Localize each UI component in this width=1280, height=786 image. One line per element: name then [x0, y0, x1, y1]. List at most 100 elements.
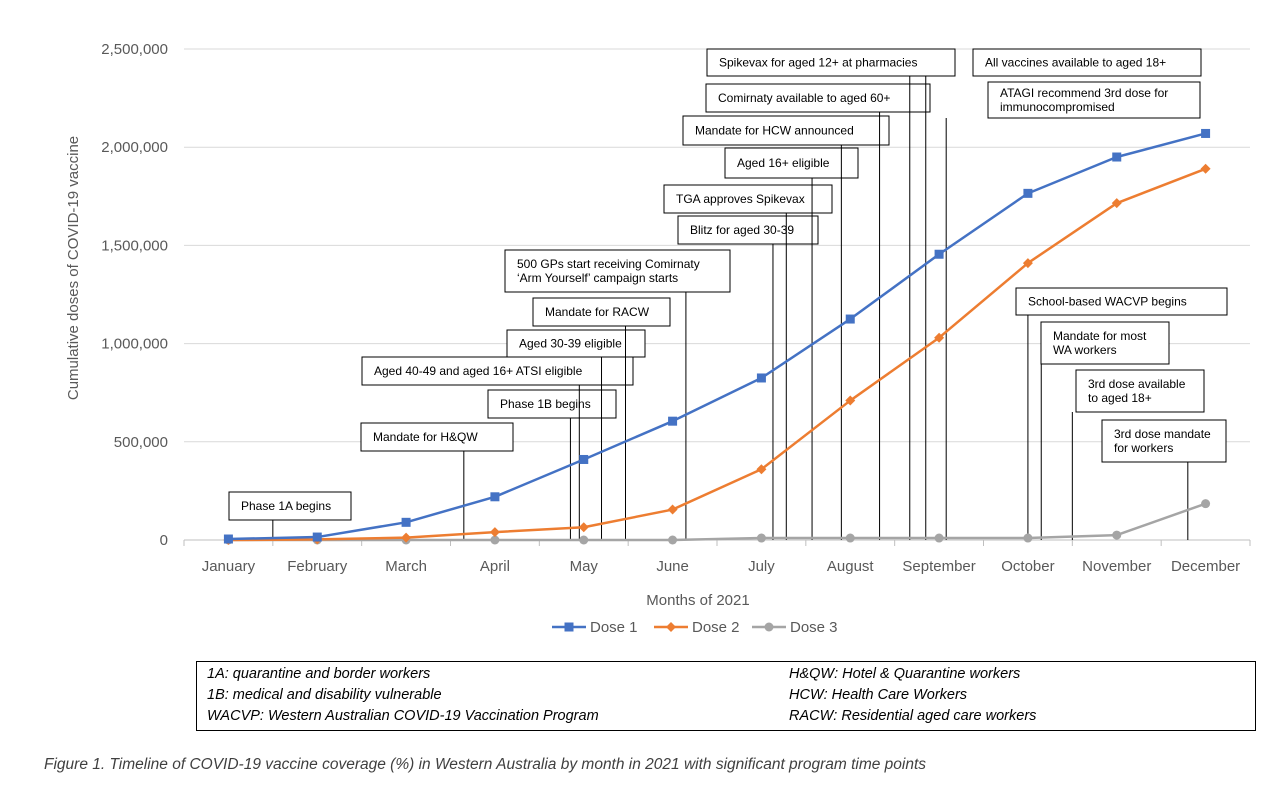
legend-marker [666, 622, 676, 632]
data-point [401, 517, 411, 527]
legend-marker [764, 622, 774, 632]
annotation-label: ATAGI recommend 3rd dose for [1000, 86, 1168, 100]
glossary-item: H&QW: Hotel & Quarantine workers [789, 666, 1021, 682]
annotation-box [361, 356, 634, 386]
annotation-callout: School-based WACVP begins [1015, 287, 1228, 540]
line-chart: 0 500,000 1,000,000 1,500,000 2,000,000 2,500… [65, 41, 1251, 636]
x-tick-label: September [902, 558, 975, 575]
data-point [934, 533, 944, 543]
data-point [1111, 198, 1122, 209]
legend-item: Dose 3 [752, 619, 838, 636]
data-point [845, 314, 855, 324]
annotation-label: Phase 1B begins [500, 397, 591, 411]
annotation-label: Phase 1A begins [241, 499, 331, 513]
figure-caption: Figure 1. Timeline of COVID-19 vaccine c… [44, 756, 927, 773]
annotation-callout: TGA approves Spikevax [663, 184, 833, 540]
x-tick-label: July [748, 558, 775, 575]
annotation-box [972, 48, 1202, 77]
annotation-label: Mandate for H&QW [373, 430, 478, 444]
legend: Dose 1 Dose 2 Dose 3 [552, 619, 838, 636]
annotation-label: for workers [1114, 441, 1173, 455]
annotation-label: Mandate for HCW announced [695, 124, 854, 138]
annotation-label: Aged 16+ eligible [737, 156, 830, 170]
data-point [1023, 188, 1033, 198]
x-tick-label: February [287, 558, 348, 575]
annotation-callout: Phase 1A begins [228, 491, 352, 540]
data-point [223, 534, 233, 544]
annotation-callout: Phase 1B begins [487, 389, 617, 540]
annotation-box [1040, 321, 1170, 365]
annotation-box [506, 329, 646, 358]
y-tick-label: 2,000,000 [101, 139, 168, 156]
legend-item: Dose 2 [654, 619, 740, 636]
annotation-callout: All vaccines available to aged 18+ [925, 48, 1202, 540]
glossary-item: RACW: Residential aged care workers [789, 708, 1037, 724]
annotation-label: Spikevax for aged 12+ at pharmacies [719, 56, 917, 70]
annotation-box [1015, 287, 1228, 316]
annotation-callout: ATAGI recommend 3rd dose forimmunocompro… [945, 81, 1201, 540]
annotation-callout: 500 GPs start receiving Comirnaty‘Arm Yo… [504, 249, 731, 540]
data-point [490, 535, 500, 545]
data-point [756, 533, 766, 543]
data-point [845, 533, 855, 543]
data-point [1200, 163, 1211, 174]
data-point [1112, 152, 1122, 162]
x-tick-label: August [827, 558, 875, 575]
annotation-label: Mandate for most [1053, 329, 1147, 343]
annotation-callout: Mandate for HCW announced [682, 115, 890, 540]
annotation-label: to aged 18+ [1088, 391, 1152, 405]
y-tick-label: 2,500,000 [101, 41, 168, 58]
series-line [228, 132, 1206, 541]
x-tick-label: October [1001, 558, 1054, 575]
annotation-callout: Spikevax for aged 12+ at pharmacies [706, 48, 956, 540]
annotation-label: immunocompromised [1000, 100, 1115, 114]
data-point [1201, 128, 1211, 138]
series-dose-1 [223, 128, 1211, 544]
data-point [1112, 530, 1122, 540]
data-point [490, 492, 500, 502]
abbreviation-glossary: 1A: quarantine and border workers 1B: me… [196, 661, 1256, 731]
y-tick-label: 1,500,000 [101, 237, 168, 254]
annotation-box [360, 422, 514, 452]
data-point [579, 535, 589, 545]
x-tick-label: December [1171, 558, 1240, 575]
glossary-item: 1A: quarantine and border workers [207, 666, 431, 682]
x-tick-label: May [570, 558, 599, 575]
legend-marker [564, 622, 574, 632]
annotation-box [487, 389, 617, 419]
annotation-callout: Aged 30-39 eligible [506, 329, 646, 540]
annotation-label: 500 GPs start receiving Comirnaty [517, 257, 700, 271]
data-point [489, 527, 500, 538]
legend-label: Dose 1 [590, 619, 638, 636]
data-point [667, 504, 678, 515]
x-axis-label: Months of 2021 [646, 592, 749, 609]
x-tick-label: April [480, 558, 510, 575]
data-point [756, 373, 766, 383]
annotation-box [682, 115, 890, 146]
annotation-label: TGA approves Spikevax [676, 192, 805, 206]
data-point [312, 532, 322, 542]
annotation-callout: Mandate for H&QW [360, 422, 514, 540]
y-tick-label: 500,000 [114, 434, 168, 451]
y-tick-label: 1,000,000 [101, 336, 168, 353]
annotation-label: Blitz for aged 30-39 [690, 223, 794, 237]
data-point [1022, 258, 1033, 269]
glossary-item: WACVP: Western Australian COVID-19 Vacci… [207, 708, 599, 724]
annotation-label: All vaccines available to aged 18+ [985, 56, 1166, 70]
annotation-box [504, 249, 731, 293]
annotation-callout: Mandate for RACW [532, 297, 671, 540]
annotation-box [1101, 419, 1227, 463]
data-point [934, 332, 945, 343]
annotation-box [724, 147, 859, 179]
annotation-callout: Aged 40-49 and aged 16+ ATSI eligible [361, 356, 634, 540]
annotation-box [705, 83, 931, 113]
x-tick-label: March [385, 558, 427, 575]
annotation-label: Aged 40-49 and aged 16+ ATSI eligible [374, 364, 583, 378]
data-point [668, 535, 678, 545]
annotation-label: 3rd dose available [1088, 377, 1186, 391]
data-point [756, 464, 767, 475]
annotation-callout: Comirnaty available to aged 60+ [705, 83, 931, 540]
annotation-box [532, 297, 671, 327]
